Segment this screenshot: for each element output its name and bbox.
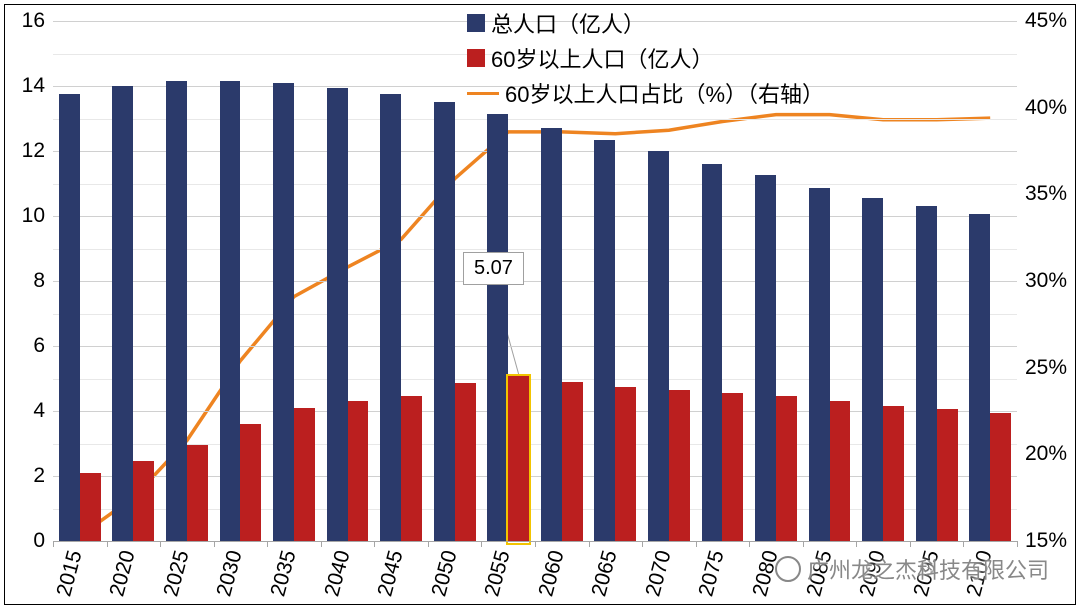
bar-pop_60plus [883, 406, 904, 541]
y-left-tick: 8 [33, 269, 53, 293]
y-right-tick: 20% [1017, 442, 1067, 466]
watermark: 广州龙之杰科技有限公司 [775, 553, 1049, 585]
bar-pop_60plus [562, 382, 583, 541]
bar-total_population [541, 128, 562, 541]
y-right-tick: 45% [1017, 9, 1067, 33]
line-share-60plus [80, 115, 990, 536]
bar-total_population [380, 94, 401, 541]
legend-item-share: 60岁以上人口占比（%）（右轴） [467, 77, 824, 109]
bar-total_population [648, 151, 669, 541]
bar-total_population [862, 198, 883, 541]
bar-total_population [327, 88, 348, 541]
legend-swatch-share [467, 92, 499, 95]
x-tick-label: 2070 [641, 548, 676, 599]
bar-pop_60plus [722, 393, 743, 541]
x-tick-label: 2050 [427, 548, 462, 599]
y-left-tick: 12 [22, 139, 53, 163]
x-tick-label: 2075 [695, 548, 730, 599]
bar-total_population [487, 114, 508, 541]
gridline-major [53, 151, 1017, 152]
x-tick-label: 2030 [213, 548, 248, 599]
callout-highlight [506, 374, 531, 545]
callout-text: 5.07 [474, 257, 513, 279]
x-tick-label: 2055 [481, 548, 516, 599]
bar-total_population [594, 140, 615, 541]
y-left-tick: 14 [22, 74, 53, 98]
bar-pop_60plus [294, 408, 315, 541]
x-tick-label: 2020 [106, 548, 141, 599]
y-left-tick: 2 [33, 464, 53, 488]
x-tick-label: 2035 [266, 548, 301, 599]
y-left-tick: 16 [22, 9, 53, 33]
bar-total_population [220, 81, 241, 541]
bar-pop_60plus [133, 461, 154, 541]
x-tick-label: 2015 [52, 548, 87, 599]
y-left-tick: 0 [33, 529, 53, 553]
bar-pop_60plus [401, 396, 422, 541]
legend: 总人口（亿人） 60岁以上人口（亿人） 60岁以上人口占比（%）（右轴） [467, 7, 824, 109]
bar-pop_60plus [187, 445, 208, 541]
gridline-minor [53, 184, 1017, 185]
bar-pop_60plus [348, 401, 369, 541]
bar-pop_60plus [615, 387, 636, 541]
y-right-tick: 40% [1017, 96, 1067, 120]
bar-pop_60plus [669, 390, 690, 541]
legend-item-total: 总人口（亿人） [467, 7, 824, 39]
chart-frame: 0 2 4 6 8 10 12 14 16 15% 20% 25% 30% 35% 40% 45% 2015 20… [4, 4, 1076, 605]
y-left-tick: 6 [33, 334, 53, 358]
legend-label-60plus: 60岁以上人口（亿人） [491, 42, 713, 74]
bar-total_population [755, 175, 776, 541]
legend-swatch-60plus [467, 49, 485, 67]
legend-label-share: 60岁以上人口占比（%）（右轴） [505, 77, 824, 109]
bar-pop_60plus [240, 424, 261, 541]
legend-label-total: 总人口（亿人） [491, 7, 645, 39]
y-right-tick: 30% [1017, 269, 1067, 293]
bar-pop_60plus [455, 383, 476, 541]
legend-swatch-total [467, 14, 485, 32]
bar-pop_60plus [830, 401, 851, 541]
bar-total_population [273, 83, 294, 541]
bar-pop_60plus [937, 409, 958, 541]
y-left-tick: 10 [22, 204, 53, 228]
bar-total_population [59, 94, 80, 541]
gridline-minor [53, 119, 1017, 120]
bar-total_population [434, 102, 455, 541]
bar-total_population [112, 86, 133, 541]
bar-pop_60plus [990, 413, 1011, 541]
x-tick-label: 2065 [588, 548, 623, 599]
x-tick-label: 2040 [320, 548, 355, 599]
bar-total_population [969, 214, 990, 541]
callout-label: 5.07 [463, 252, 524, 285]
bar-pop_60plus [80, 473, 101, 541]
bar-total_population [702, 164, 723, 541]
bar-total_population [916, 206, 937, 541]
x-axis-line [53, 541, 1017, 542]
x-tick-label: 2025 [159, 548, 194, 599]
legend-item-60plus: 60岁以上人口（亿人） [467, 42, 824, 74]
y-right-tick: 15% [1017, 529, 1067, 553]
x-tick-mark [1017, 541, 1018, 547]
y-right-tick: 25% [1017, 356, 1067, 380]
bar-total_population [809, 188, 830, 541]
x-tick-label: 2060 [534, 548, 569, 599]
bar-total_population [166, 81, 187, 541]
watermark-icon [775, 556, 801, 582]
watermark-text: 广州龙之杰科技有限公司 [807, 558, 1049, 583]
bar-pop_60plus [776, 396, 797, 541]
y-right-tick: 35% [1017, 182, 1067, 206]
y-left-tick: 4 [33, 399, 53, 423]
x-tick-label: 2045 [373, 548, 408, 599]
